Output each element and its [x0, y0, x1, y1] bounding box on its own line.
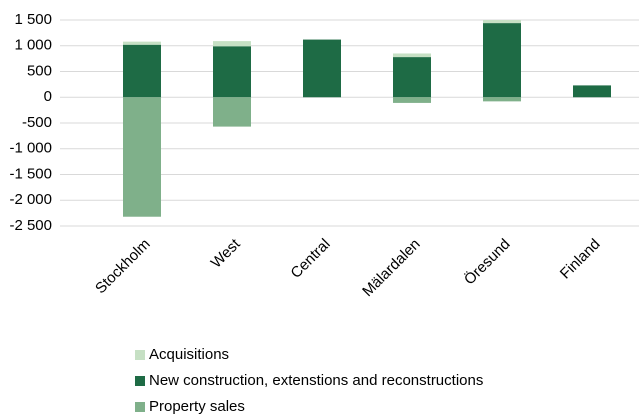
y-tick-label: 1 500 — [14, 11, 52, 28]
bar-segment — [393, 57, 431, 98]
bar-segment — [303, 39, 341, 98]
bar-segment — [393, 53, 431, 58]
bar-segment — [213, 97, 251, 127]
legend-label: Property sales — [149, 398, 245, 415]
y-tick-label: -1 500 — [9, 165, 52, 182]
bar-segment — [213, 41, 251, 47]
x-tick-label: Central — [287, 236, 333, 282]
y-tick-label: 0 — [44, 88, 52, 105]
bar-segment — [123, 41, 161, 45]
y-tick-label: -1 000 — [9, 140, 52, 157]
bar-segment — [213, 46, 251, 98]
x-tick-label: Mälardalen — [359, 236, 424, 301]
bar-segment — [123, 97, 161, 217]
x-tick-label: Öresund — [460, 235, 513, 288]
legend-swatch — [135, 376, 145, 386]
y-tick-label: 500 — [27, 62, 52, 79]
y-tick-label: -2 000 — [9, 191, 52, 208]
y-tick-label: -2 500 — [9, 217, 52, 234]
x-tick-label: West — [208, 235, 245, 272]
x-tick-label: Finland — [557, 236, 604, 283]
y-tick-label: 1 000 — [14, 37, 52, 54]
legend-swatch — [135, 402, 145, 412]
legend-label: New construction, extenstions and recons… — [149, 372, 483, 389]
bar-segment — [483, 23, 521, 98]
bar-segment — [393, 97, 431, 103]
bar-segment — [483, 20, 521, 24]
bar-segment — [123, 44, 161, 98]
legend-swatch — [135, 350, 145, 360]
y-tick-label: -500 — [22, 114, 52, 131]
bar-segment — [573, 85, 611, 98]
bar-segment — [483, 97, 521, 102]
x-tick-label: Stockholm — [92, 236, 154, 298]
legend-label: Acquisitions — [149, 346, 229, 363]
